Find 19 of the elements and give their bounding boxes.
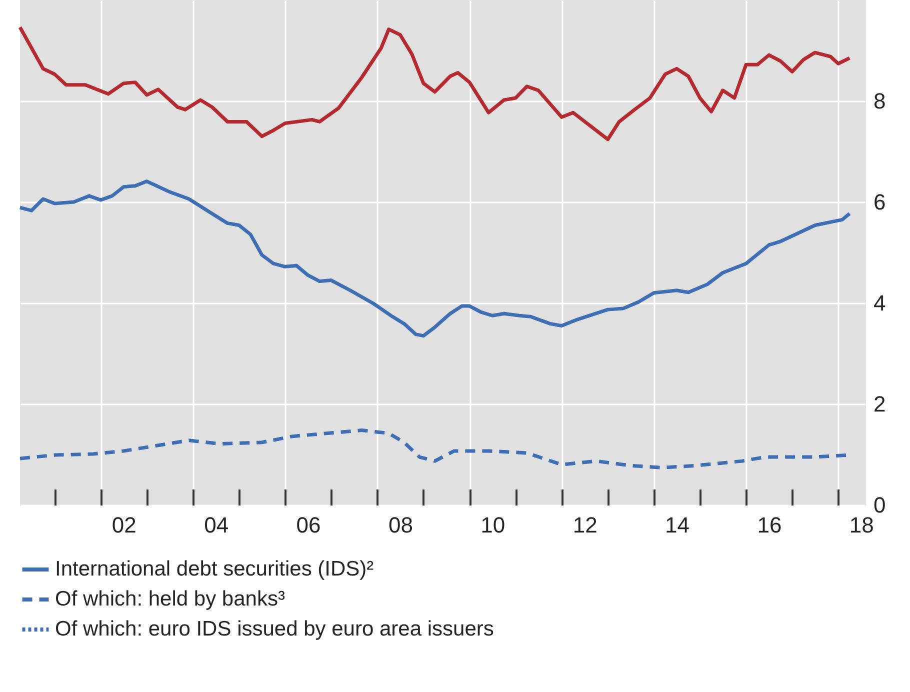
x-tick-label: 18	[849, 512, 874, 538]
legend-label: Of which: euro IDS issued by euro area issuers	[55, 618, 494, 640]
x-tick-label: 02	[112, 512, 136, 538]
x-tick-label: 14	[664, 512, 690, 538]
x-tick-label: 04	[204, 512, 229, 538]
line-series	[18, 26, 852, 142]
y-tick-label: 8	[874, 88, 886, 114]
legend-label: International debt securities (IDS)²	[55, 558, 374, 580]
x-tick-label: 08	[388, 512, 413, 538]
x-tick-label: 16	[757, 512, 782, 538]
y-tick-label: 2	[874, 392, 886, 416]
y-tick-label: 6	[874, 190, 886, 214]
x-tick-label: 06	[296, 512, 321, 538]
line-series	[18, 180, 852, 338]
x-tick-label: 10	[480, 512, 506, 538]
legend-label: Of which: held by banks³	[55, 588, 285, 610]
y-tick-label: 4	[874, 290, 886, 316]
y-tick-label: 0	[874, 492, 886, 518]
x-tick-label: 12	[572, 512, 598, 538]
